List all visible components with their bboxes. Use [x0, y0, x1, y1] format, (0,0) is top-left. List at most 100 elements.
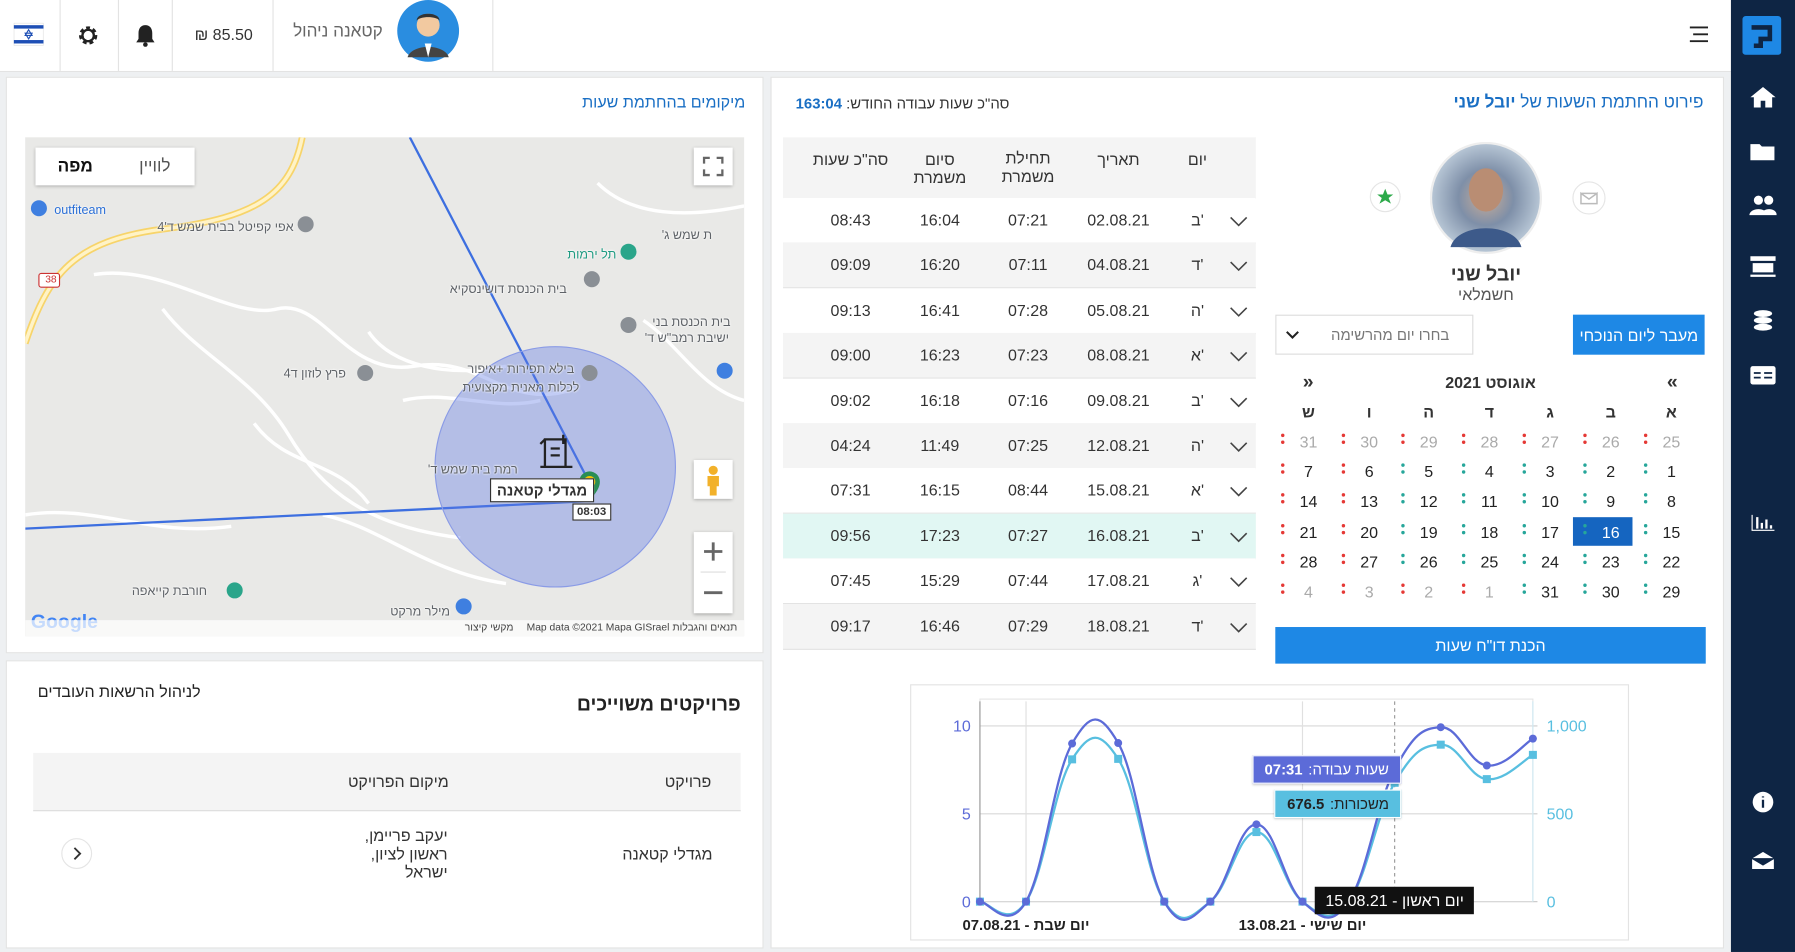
calendar-day[interactable]: 12 — [1419, 492, 1438, 511]
user-avatar[interactable] — [396, 0, 460, 64]
day-status — [1281, 553, 1285, 557]
table-row[interactable]: ד' 18.08.21 07:29 16:46 09:17 — [783, 603, 1256, 650]
expand-button[interactable] — [1230, 486, 1248, 500]
calendar-day[interactable]: 29 — [1662, 582, 1681, 601]
calendar-day[interactable]: 13 — [1360, 492, 1379, 511]
expand-button[interactable] — [1230, 260, 1248, 274]
map-canvas — [25, 137, 745, 615]
calendar-day[interactable]: 31 — [1541, 582, 1559, 601]
select-arrow — [1286, 331, 1299, 339]
calendar-day[interactable]: 8 — [1666, 492, 1676, 511]
calendar-day[interactable]: 15 — [1662, 522, 1681, 541]
map[interactable]: מפה לוויין מגדלי קטאנה 08:03 38 Google ת… — [25, 137, 745, 637]
favorite-button[interactable] — [1369, 181, 1401, 213]
calendar-day[interactable]: 16 — [1601, 522, 1620, 541]
table-row[interactable]: ג' 17.08.21 07:44 15:29 07:45 — [783, 558, 1256, 605]
calendar-day[interactable]: 31 — [1299, 432, 1318, 451]
calendar-day[interactable]: 20 — [1360, 522, 1379, 541]
calendar-day[interactable]: 29 — [1419, 432, 1438, 451]
expand-button[interactable] — [1230, 215, 1248, 229]
table-cell: ד' — [1191, 616, 1204, 635]
calendar-day[interactable]: 4 — [1304, 582, 1313, 601]
day-select[interactable]: בחרו יום מהרשימה — [1275, 314, 1474, 355]
expand-button[interactable] — [1230, 305, 1248, 319]
notifications-icon[interactable] — [135, 24, 156, 47]
calendar-day[interactable]: 28 — [1480, 432, 1499, 451]
day-status — [1341, 433, 1346, 438]
next-month[interactable]: » — [1302, 370, 1314, 393]
calendar-day[interactable]: 18 — [1480, 522, 1499, 541]
calendar-day[interactable]: 9 — [1606, 492, 1616, 511]
calendar-day[interactable]: 7 — [1304, 462, 1313, 481]
expand-button[interactable] — [1230, 531, 1248, 545]
fullscreen-button[interactable] — [693, 147, 733, 186]
map-button[interactable]: מפה — [57, 156, 93, 177]
calendar-day[interactable]: 3 — [1364, 582, 1374, 601]
calendar-day[interactable]: 23 — [1601, 552, 1620, 571]
sidebar-icons[interactable] — [1749, 85, 1777, 886]
calendar-day[interactable]: 11 — [1481, 492, 1498, 511]
expand-button[interactable] — [1230, 395, 1248, 409]
user-name: קטאנה ניהול — [293, 21, 383, 42]
table-cell: 04.08.21 — [1087, 255, 1150, 274]
calendar-day[interactable]: 5 — [1424, 462, 1434, 481]
logo[interactable] — [1742, 16, 1782, 55]
table-row[interactable]: א' 08.08.21 07:23 16:23 09:00 — [783, 333, 1256, 379]
expand-button[interactable] — [1230, 350, 1248, 364]
tooltip-value: 07:31 — [1264, 760, 1303, 779]
message-button[interactable] — [1572, 181, 1606, 215]
calendar-day[interactable]: 30 — [1601, 582, 1620, 601]
calendar-title: אוגוסט 2021 — [1445, 373, 1536, 392]
calendar-day[interactable]: 21 — [1299, 522, 1318, 541]
calendar-day[interactable]: 26 — [1601, 432, 1620, 451]
calendar-day[interactable]: 14 — [1299, 492, 1318, 511]
table-row[interactable]: ה' 12.08.21 07:25 11:49 04:24 — [783, 423, 1256, 470]
report-button[interactable]: הכנת דו"ח שעות — [1275, 627, 1706, 664]
shortcuts-link[interactable]: מקשי קיצור — [464, 621, 514, 633]
address-line: ראשון לציון, — [370, 844, 448, 863]
table-row[interactable]: ב' 02.08.21 07:21 16:04 08:43 — [783, 197, 1256, 244]
table-row[interactable]: ב' 16.08.21 07:27 17:23 09:56 — [783, 513, 1256, 560]
divider — [272, 0, 274, 71]
zoom-control[interactable] — [693, 532, 733, 614]
today-button[interactable]: מעבר ליום הנוכחי — [1572, 314, 1705, 355]
row-open-button[interactable] — [61, 838, 93, 870]
calendar-day[interactable]: 24 — [1541, 552, 1559, 571]
calendar-day[interactable]: 27 — [1541, 432, 1559, 451]
street-view-button[interactable] — [693, 459, 733, 499]
calendar-day[interactable]: 4 — [1484, 462, 1494, 481]
table-row[interactable]: א' 15.08.21 08:44 16:15 07:31 — [783, 468, 1256, 515]
calendar-day[interactable]: 26 — [1419, 552, 1438, 571]
calendar-day[interactable]: 1 — [1666, 462, 1676, 481]
calendar-day[interactable]: 25 — [1480, 552, 1499, 571]
satellite-button[interactable]: לוויין — [139, 156, 171, 177]
expand-button[interactable] — [1230, 621, 1248, 635]
expand-button[interactable] — [1230, 441, 1248, 455]
table-row[interactable]: ד' 04.08.21 07:11 16:20 09:09 — [783, 243, 1256, 289]
terms-link[interactable]: תנאים והגבלות — [672, 621, 738, 633]
employee-name: יובל שני — [1450, 263, 1522, 285]
menu-icon[interactable] — [1689, 26, 1709, 43]
calendar-day[interactable]: 17 — [1541, 522, 1559, 541]
calendar-day[interactable]: 27 — [1360, 552, 1379, 571]
prev-month[interactable]: « — [1666, 370, 1678, 393]
permissions-link[interactable]: לניהול הרשאות העובדים — [37, 681, 201, 701]
calendar-day[interactable]: 19 — [1419, 522, 1438, 541]
calendar-day[interactable]: 2 — [1606, 462, 1616, 481]
calendar-day[interactable]: 1 — [1484, 582, 1494, 601]
table-row[interactable]: ה' 05.08.21 07:28 16:41 09:13 — [783, 288, 1256, 334]
calendar-day[interactable]: 28 — [1299, 552, 1318, 571]
table-row[interactable]: ב' 09.08.21 07:16 16:18 09:02 — [783, 378, 1256, 425]
day-status — [1401, 463, 1405, 468]
calendar-day[interactable]: 6 — [1364, 462, 1374, 481]
calendar-day[interactable]: 30 — [1360, 432, 1379, 451]
calendar-day[interactable]: 25 — [1662, 432, 1681, 451]
calendar-day[interactable]: 22 — [1662, 552, 1681, 571]
calendar-day[interactable]: 2 — [1424, 582, 1434, 601]
settings-icon[interactable] — [77, 24, 100, 47]
table-cell: 05.08.21 — [1087, 300, 1150, 319]
expand-button[interactable] — [1230, 576, 1248, 590]
calendar-day[interactable]: 3 — [1545, 462, 1555, 481]
language-flag[interactable] — [13, 22, 44, 46]
calendar-day[interactable]: 10 — [1541, 492, 1559, 511]
